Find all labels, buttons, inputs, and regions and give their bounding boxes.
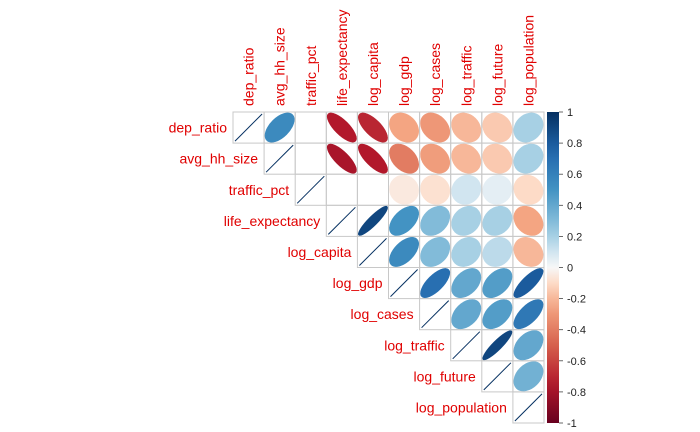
row-label: log_future [414,368,476,384]
legend-tick-label: 0.4 [567,200,582,212]
column-label: log_population [520,15,536,106]
column-label: log_capita [365,42,381,106]
correlation-ellipse [420,143,451,174]
legend-tick-label: 0.6 [567,169,582,181]
correlation-ellipse [358,143,388,174]
column-label: log_gdp [396,56,412,106]
correlation-ellipse [451,112,482,143]
correlation-ellipse [264,112,295,143]
diagonal-mark [359,238,387,266]
diagonal-mark [421,300,450,329]
color-legend: 1 0.8 0.6 0.4 0.2 0 -0.2 -0.4 -0.6 -0.8 -1 [547,107,586,430]
correlation-ellipse [482,268,513,298]
correlation-ellipse [482,143,513,174]
correlation-ellipse [326,112,357,143]
diagonal-mark [296,175,325,204]
row-label: log_capita [288,244,352,260]
correlation-ellipse [451,237,482,267]
correlation-ellipse [513,174,544,205]
correlation-marks [234,112,544,422]
correlation-ellipse [482,330,513,361]
correlation-ellipse [451,143,482,174]
column-label: dep_ratio [241,47,257,106]
grid-cells [232,111,545,424]
row-labels: dep_ratio avg_hh_size traffic_pct life_expe… [169,120,507,416]
column-label: avg_hh_size [272,27,288,106]
correlation-ellipse [482,237,513,267]
column-label: log_cases [427,43,443,106]
correlation-ellipse [420,174,451,205]
legend-tick-label: -1 [567,418,577,430]
column-label: traffic_pct [303,45,319,106]
correlation-ellipse [513,205,544,236]
legend-color-bar [547,112,559,423]
correlation-ellipse [389,143,419,174]
correlation-ellipse [513,361,544,392]
diagonal-mark [390,269,418,297]
row-label: log_cases [351,306,414,322]
correlation-ellipse [420,237,451,267]
correlation-ellipse [451,205,482,236]
legend-tick-label: 1 [567,107,573,119]
legend-tick-label: 0.8 [567,138,582,150]
correlation-ellipse [451,174,482,205]
column-label: life_expectancy [334,9,350,106]
correlation-ellipse [513,299,544,330]
correlation-ellipse [358,112,388,143]
column-label: log_future [489,44,505,106]
correlation-ellipse [451,299,482,330]
column-label: log_traffic [458,46,474,106]
grid-cell [325,173,358,206]
row-label: avg_hh_size [179,151,258,167]
correlation-ellipse [389,112,419,143]
grid-cell [512,391,545,424]
correlation-ellipse [513,237,544,267]
correlation-ellipse [482,299,513,330]
row-label: log_gdp [333,275,383,291]
row-label: dep_ratio [169,120,228,136]
correlation-ellipse [513,268,544,298]
legend-tick-label: -0.8 [567,387,586,399]
row-label: log_traffic [384,337,444,353]
correlation-ellipse [482,112,513,143]
correlation-ellipse [389,237,419,267]
correlation-ellipse [482,174,513,205]
diagonal-mark [483,362,512,391]
correlation-ellipse [358,205,388,236]
diagonal-mark [452,331,481,360]
correlation-ellipse [513,112,544,143]
column-labels: dep_ratio avg_hh_size traffic_pct life_expe… [241,9,537,106]
grid-cell [294,111,327,144]
diagonal-mark [234,113,263,142]
correlation-ellipse [389,174,419,205]
diagonal-mark [514,393,543,422]
grid-cell [356,173,389,206]
correlation-ellipse [513,143,544,174]
row-label: traffic_pct [229,182,290,198]
diagonal-mark [327,206,356,235]
correlation-ellipse [451,268,482,298]
legend-tick-label: 0 [567,263,573,275]
correlation-ellipse [420,268,451,298]
correlation-ellipse [389,205,419,236]
row-label: log_population [416,399,507,415]
diagonal-mark [265,144,294,173]
correlation-ellipse [513,330,544,361]
legend-tick-label: 0.2 [567,231,582,243]
correlation-ellipse [420,112,451,143]
correlation-ellipse [420,205,451,236]
legend-tick-label: -0.4 [567,325,586,337]
correlation-ellipse [482,205,513,236]
correlation-ellipse [326,143,357,174]
legend-tick-label: -0.6 [567,356,586,368]
row-label: life_expectancy [224,213,321,229]
legend-tick-label: -0.2 [567,294,586,306]
grid-cell [294,142,327,175]
